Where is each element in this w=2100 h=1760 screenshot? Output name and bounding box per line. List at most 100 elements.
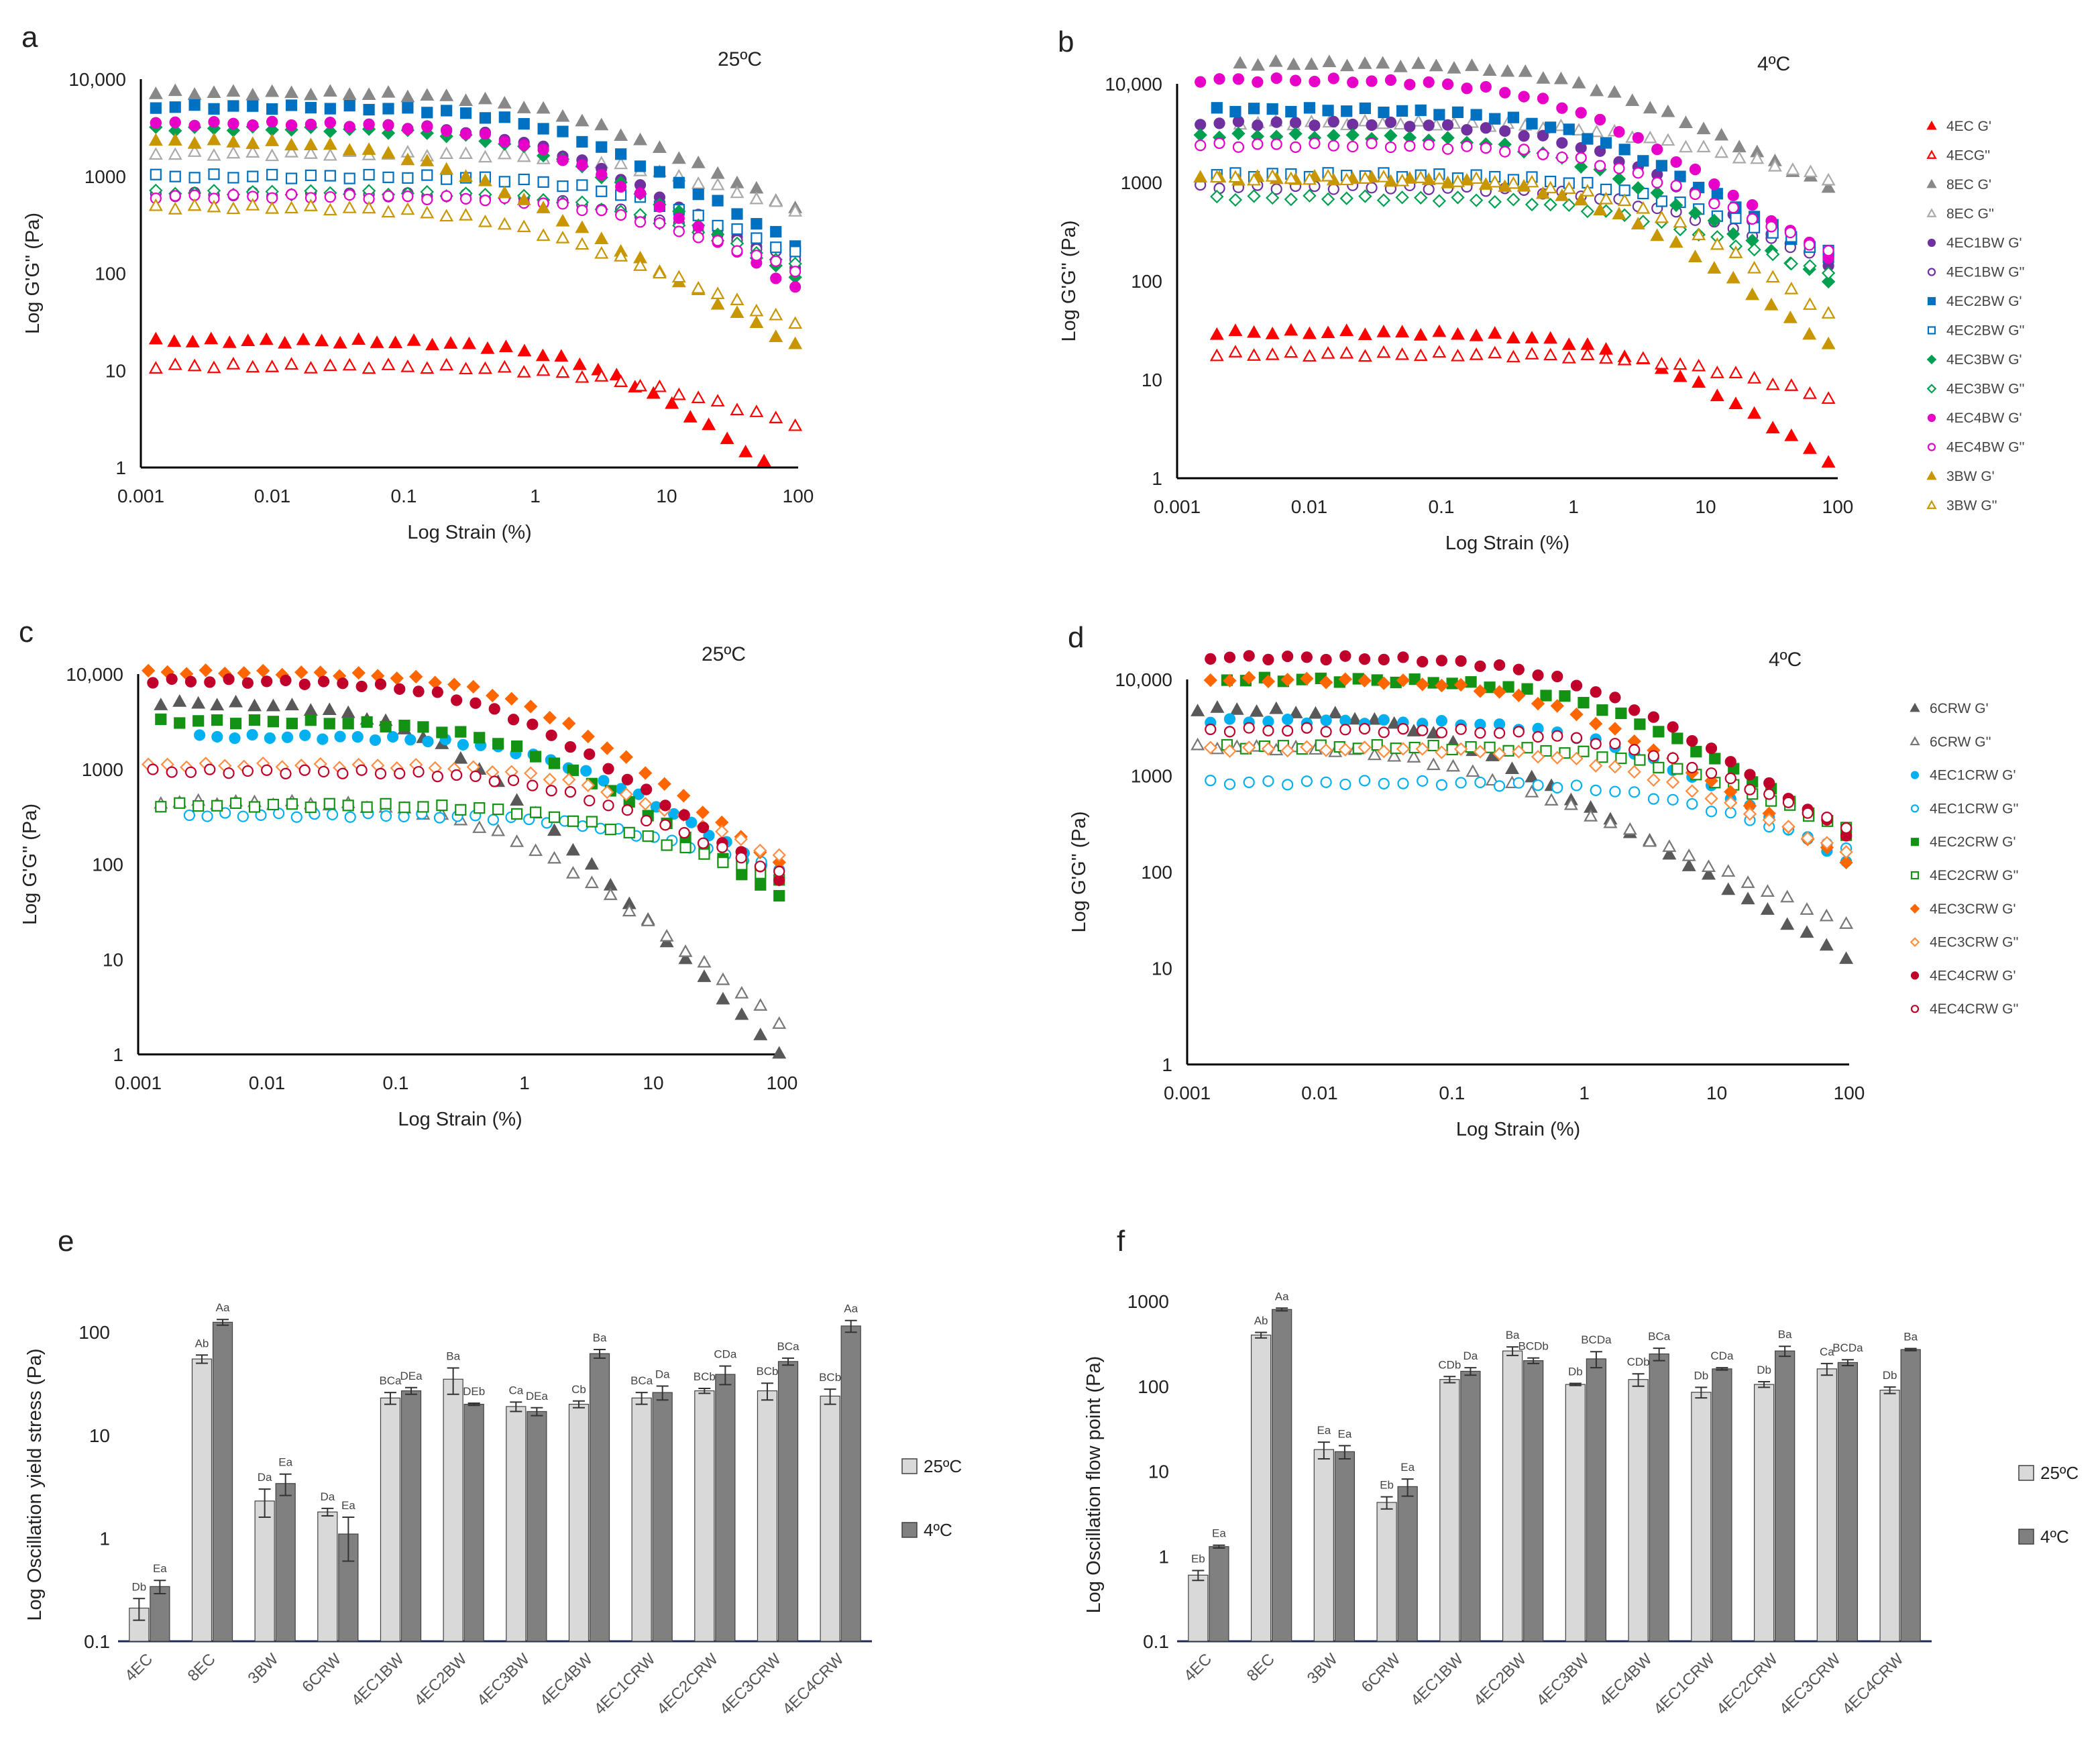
data-point xyxy=(1525,197,1539,212)
data-point xyxy=(1551,671,1563,683)
data-point xyxy=(1393,117,1408,130)
data-point xyxy=(148,198,163,211)
category-label: 4EC2BW xyxy=(411,1650,471,1710)
data-point xyxy=(584,795,596,807)
data-point xyxy=(716,841,728,853)
data-point xyxy=(1784,378,1799,391)
x-axis-title: Log Strain (%) xyxy=(1445,533,1569,554)
data-point xyxy=(398,719,410,732)
data-point xyxy=(261,675,273,688)
data-point xyxy=(692,231,704,243)
data-point xyxy=(1426,757,1441,771)
data-point xyxy=(488,775,500,787)
data-point xyxy=(479,112,492,124)
data-point xyxy=(439,162,454,175)
data-point xyxy=(1661,104,1675,117)
data-point xyxy=(439,89,454,101)
data-point xyxy=(387,731,399,743)
data-point xyxy=(247,100,259,112)
data-point xyxy=(400,202,415,215)
data-point xyxy=(280,674,292,687)
data-point xyxy=(1634,754,1646,766)
category-label: 4EC4CRW xyxy=(1839,1650,1908,1718)
data-point xyxy=(1744,783,1756,795)
data-point xyxy=(529,751,542,763)
data-point xyxy=(1413,328,1428,341)
series-4ecg-gpp xyxy=(148,357,803,431)
category-label: 4EC xyxy=(1180,1650,1215,1685)
data-point xyxy=(1250,704,1264,717)
data-point xyxy=(1740,875,1755,888)
data-point xyxy=(1205,653,1217,665)
data-point xyxy=(1643,101,1657,114)
data-point xyxy=(646,386,661,399)
data-point xyxy=(596,141,608,153)
data-point xyxy=(361,716,373,728)
data-point xyxy=(362,142,376,155)
data-point xyxy=(691,176,706,189)
data-point xyxy=(623,826,635,838)
legend-entry: 4EC3CRW G'' xyxy=(1930,935,2019,950)
legend-entry: 4EC1CRW G' xyxy=(1930,768,2015,783)
data-point xyxy=(420,88,435,101)
data-point xyxy=(455,804,467,816)
data-point xyxy=(1625,93,1640,107)
data-point xyxy=(245,360,260,373)
data-point xyxy=(734,1007,749,1020)
data-point xyxy=(208,168,220,180)
series-4ec4crw-g-gpp xyxy=(1205,722,1853,834)
temperature-label: 4ºC xyxy=(1757,53,1790,75)
significance-label: Db xyxy=(1883,1369,1897,1382)
data-point xyxy=(673,225,685,237)
data-point xyxy=(1441,119,1454,131)
data-point xyxy=(333,335,347,349)
data-point xyxy=(1563,797,1578,810)
data-point xyxy=(441,173,453,185)
data-point xyxy=(641,783,653,795)
data-point xyxy=(245,87,260,101)
data-point xyxy=(769,410,783,423)
data-point xyxy=(1301,722,1313,734)
data-point xyxy=(303,87,318,101)
data-point xyxy=(1366,119,1378,131)
temperature-label: 25ºC xyxy=(702,643,746,665)
data-point xyxy=(1688,206,1702,220)
category-label: 6CRW xyxy=(298,1650,345,1696)
data-point xyxy=(594,245,609,259)
data-point xyxy=(1327,129,1341,143)
data-point xyxy=(1223,651,1236,663)
data-point xyxy=(1262,724,1274,736)
panel-label: d xyxy=(1068,621,1084,654)
data-point xyxy=(621,773,633,785)
data-point xyxy=(1628,786,1641,798)
data-point xyxy=(317,675,330,688)
data-point xyxy=(1647,793,1659,805)
data-point xyxy=(788,336,803,349)
legend-marker xyxy=(1927,443,1936,451)
data-point xyxy=(1637,155,1649,167)
data-point xyxy=(1551,781,1563,793)
data-point xyxy=(789,266,802,278)
data-point xyxy=(1628,704,1641,716)
data-point xyxy=(1705,806,1718,818)
data-point xyxy=(1569,707,1584,722)
data-point xyxy=(575,237,590,250)
legend-marker xyxy=(1910,736,1920,746)
bar xyxy=(254,1500,275,1642)
data-point xyxy=(207,85,221,98)
data-point xyxy=(417,801,429,813)
data-point xyxy=(603,887,618,900)
data-point xyxy=(478,150,492,163)
data-point xyxy=(1525,769,1539,783)
data-point xyxy=(564,786,577,798)
data-point xyxy=(697,969,712,983)
bar xyxy=(380,1397,401,1642)
series-6crw-g-gp xyxy=(154,694,787,1059)
data-point xyxy=(1339,345,1354,359)
data-point xyxy=(1493,727,1506,739)
bar xyxy=(506,1406,527,1642)
data-point xyxy=(1414,190,1428,205)
data-point xyxy=(1650,228,1665,241)
data-point xyxy=(1570,779,1583,791)
data-point xyxy=(142,663,156,678)
